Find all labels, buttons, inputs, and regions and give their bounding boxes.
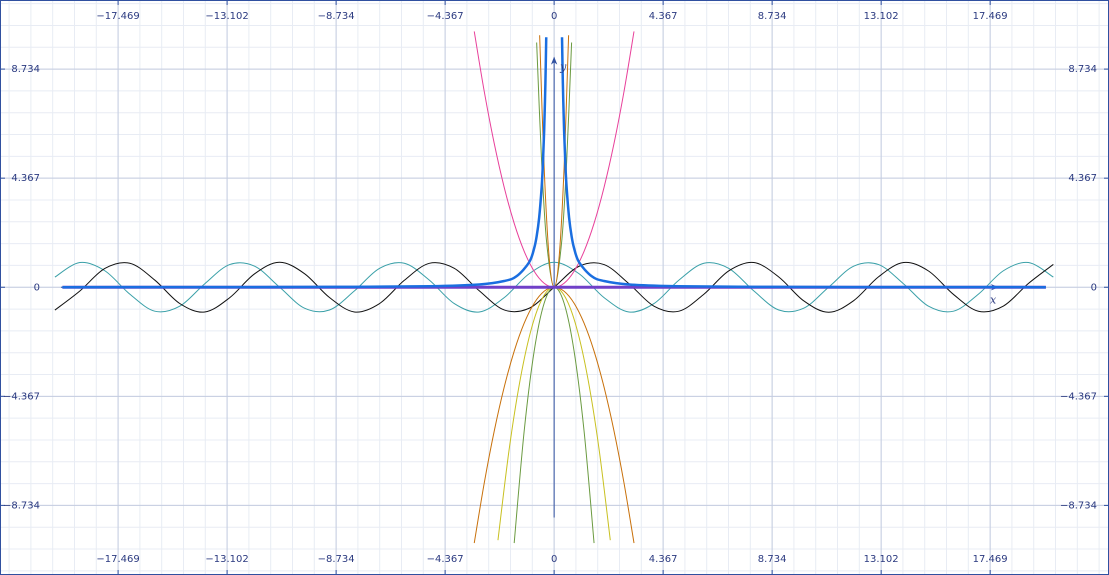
- x-tick-label: 4.367: [649, 11, 678, 22]
- x-tick-label: −13.102: [205, 554, 248, 565]
- y-tick-label: 0: [34, 282, 40, 293]
- curve: [62, 37, 1046, 289]
- x-tick-label: 13.102: [864, 554, 899, 565]
- x-tick-label: 0: [551, 11, 557, 22]
- y-tick-label: −8.734: [3, 500, 40, 511]
- y-axis-label: y: [559, 60, 567, 73]
- x-tick-label: 8.734: [758, 11, 787, 22]
- x-axis-label: x: [990, 293, 997, 306]
- x-tick-label: 4.367: [649, 554, 678, 565]
- labels: −17.469 −17.469 −13.102 −13.102 −8.734 −8.734…: [3, 11, 1097, 565]
- x-tick-label: 8.734: [758, 554, 787, 565]
- x-tick-label: −8.734: [318, 554, 355, 565]
- x-tick-label: 0: [551, 554, 557, 565]
- x-tick-label: −13.102: [205, 11, 248, 22]
- y-tick-label: 8.734: [11, 64, 40, 75]
- x-tick-label: 17.469: [973, 11, 1008, 22]
- y-tick-label: 4.367: [11, 173, 40, 184]
- y-tick-label: 4.367: [1068, 173, 1097, 184]
- y-tick-label: −8.734: [1060, 500, 1097, 511]
- x-tick-label: −17.469: [96, 554, 139, 565]
- x-tick-label: −8.734: [318, 11, 355, 22]
- y-tick-label: −4.367: [1060, 391, 1097, 402]
- x-tick-label: −4.367: [427, 11, 464, 22]
- y-tick-label: 0: [1091, 282, 1097, 293]
- y-tick-label: −4.367: [3, 391, 40, 402]
- y-tick-label: 8.734: [1068, 64, 1097, 75]
- x-tick-label: −17.469: [96, 11, 139, 22]
- curve: [54, 261, 1054, 313]
- x-tick-label: −4.367: [427, 554, 464, 565]
- curves: [54, 31, 1054, 544]
- x-tick-label: 17.469: [973, 554, 1008, 565]
- x-tick-label: 13.102: [864, 11, 899, 22]
